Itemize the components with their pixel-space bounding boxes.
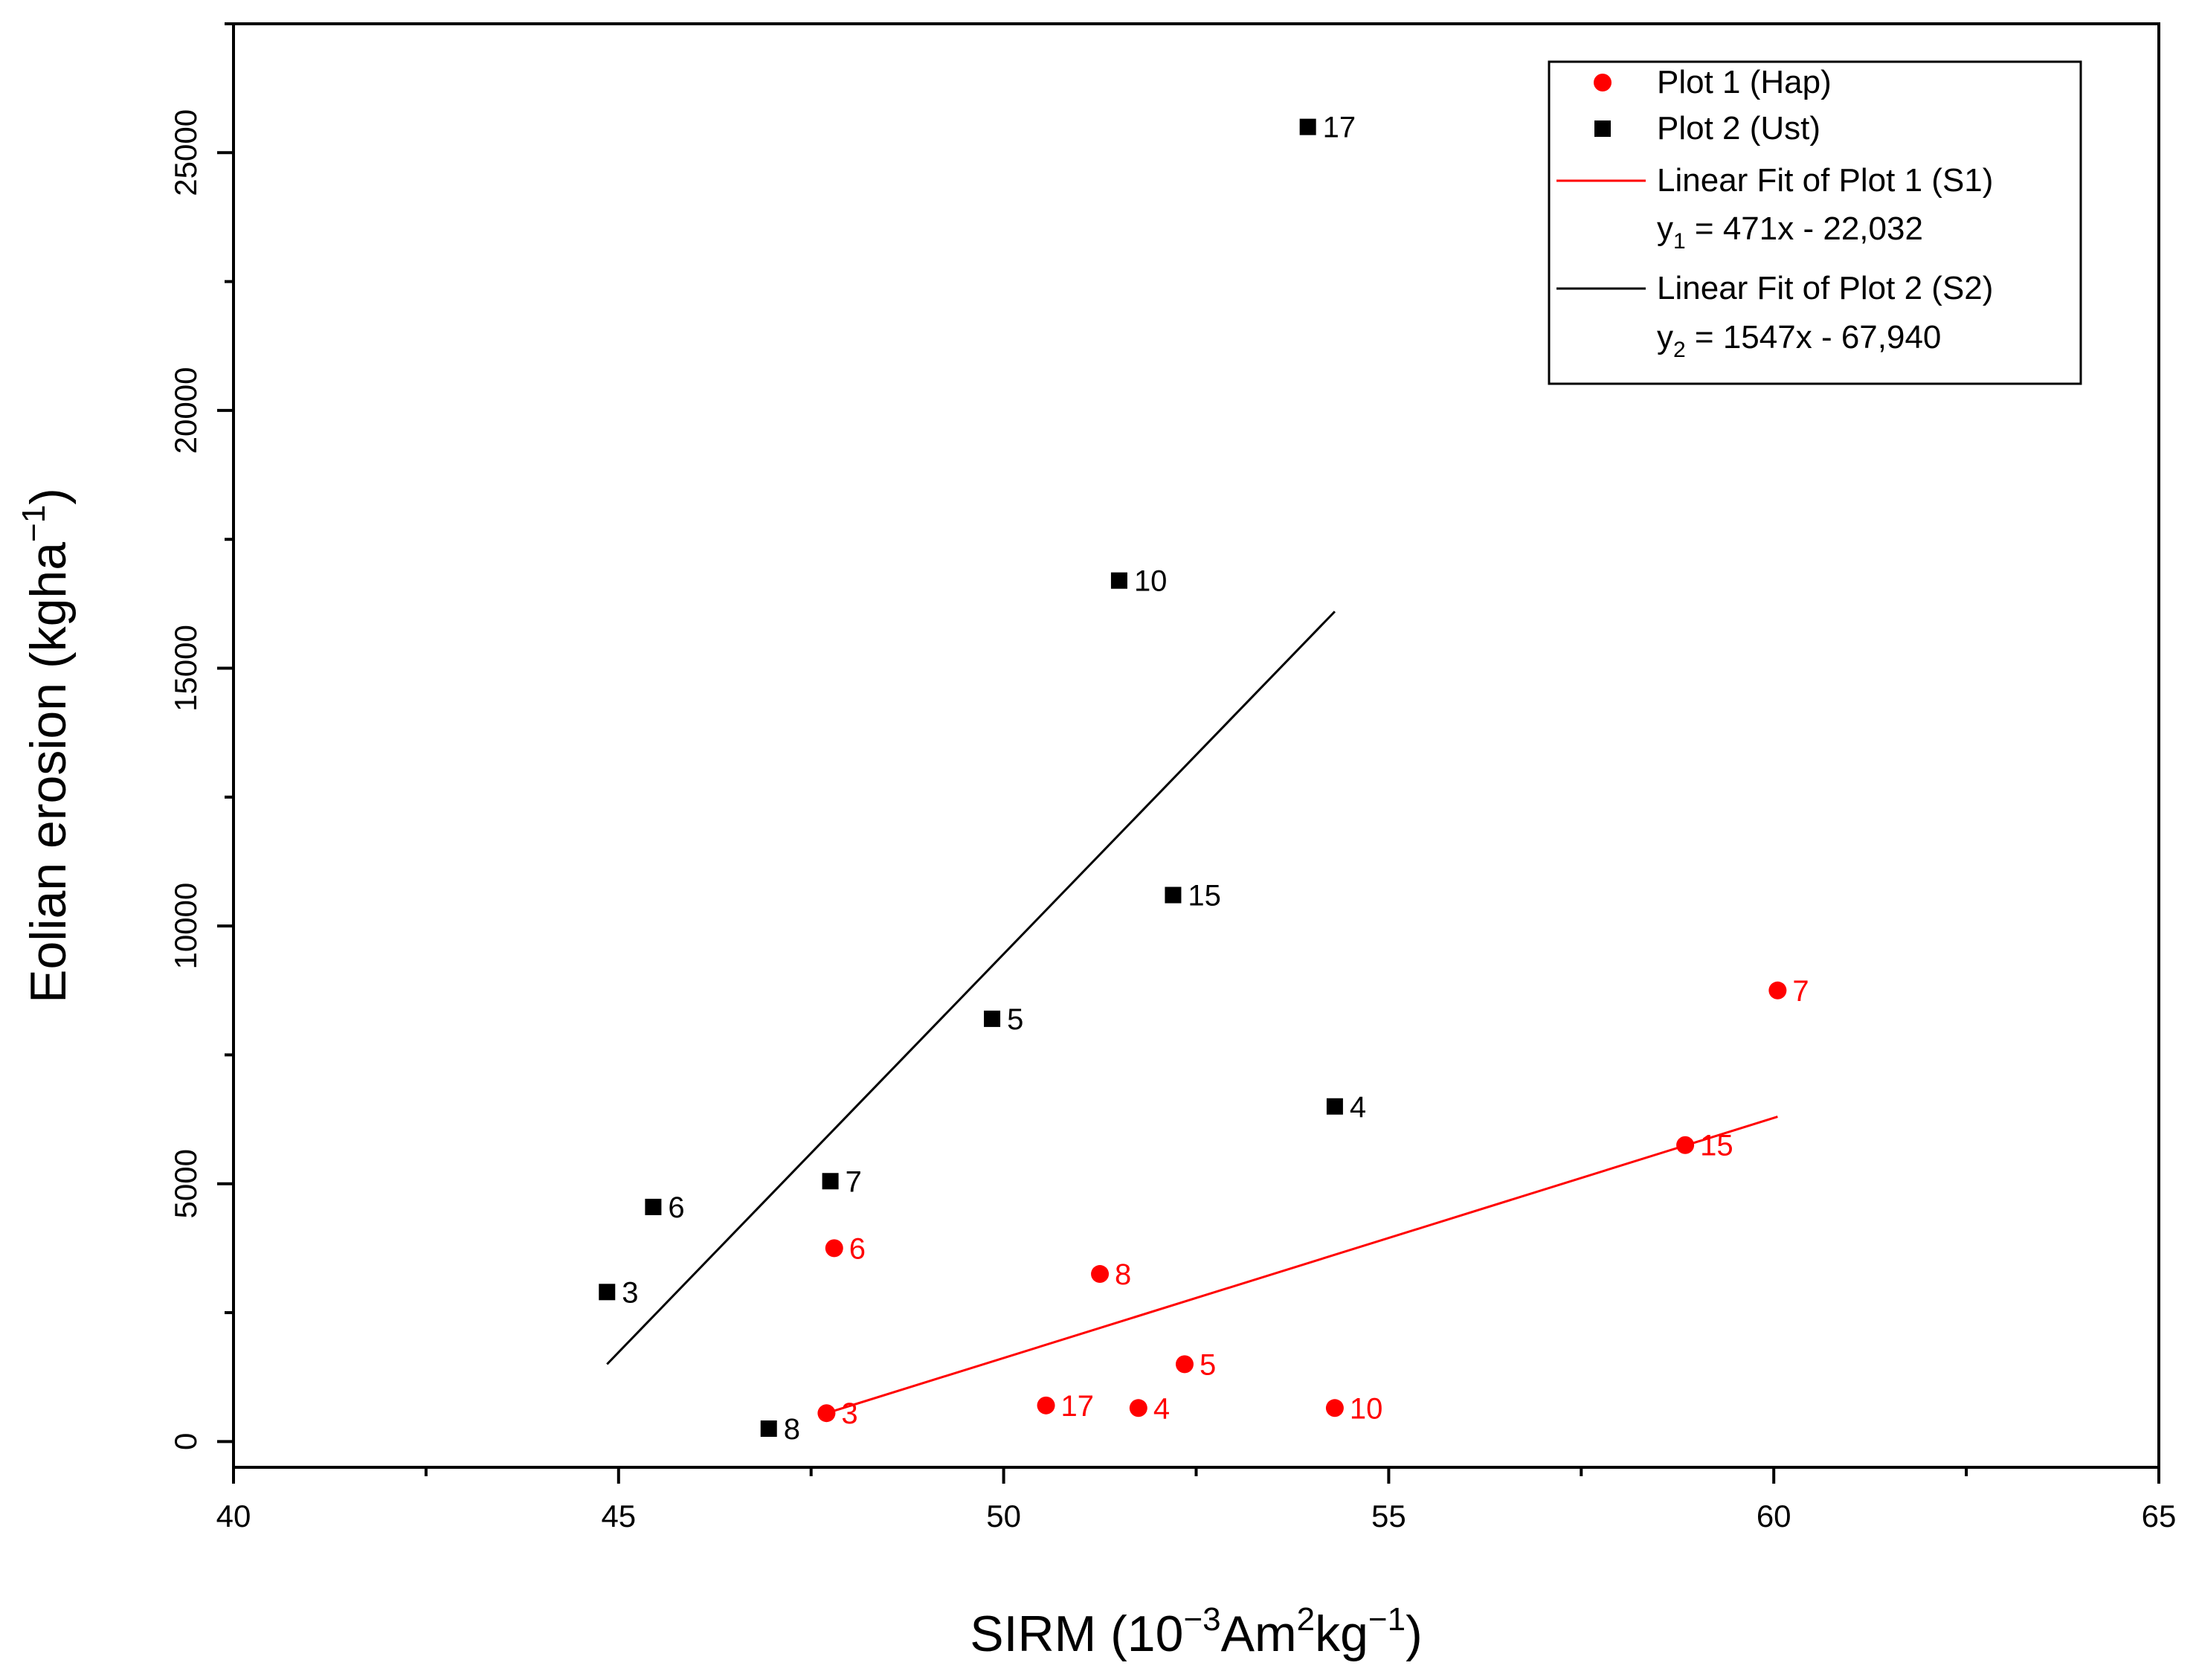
y-tick-label: 0 — [168, 1433, 203, 1450]
y-axis-ticks: 0 5000 10000 15000 20000 25000 — [168, 22, 234, 1450]
eq2-rest: = 1547x - 67,940 — [1686, 319, 1942, 355]
y-tick-label: 25000 — [168, 109, 203, 196]
x-title-sup1: −3 — [1183, 1601, 1220, 1638]
point-label: 3 — [841, 1397, 857, 1430]
point-plot2 — [1165, 886, 1182, 904]
point-plot2 — [1299, 118, 1316, 135]
y-tick-label: 5000 — [168, 1149, 203, 1218]
point-label: 7 — [1792, 975, 1809, 1008]
x-title-sup2: 2 — [1297, 1601, 1315, 1638]
point-plot1 — [1091, 1265, 1110, 1284]
point-plot2 — [599, 1284, 616, 1301]
x-tick-label: 55 — [1371, 1499, 1406, 1533]
y-title-suffix: ) — [20, 488, 77, 505]
point-label: 15 — [1188, 880, 1221, 913]
point-label: 5 — [1200, 1348, 1216, 1381]
x-tick-label: 50 — [986, 1499, 1021, 1533]
point-label: 7 — [846, 1165, 862, 1198]
y-title-prefix: Eolian erosion (kgha — [20, 542, 77, 1003]
x-title-sup3: −1 — [1368, 1601, 1406, 1638]
legend-label-plot1: Plot 1 (Hap) — [1657, 64, 1832, 100]
point-plot1 — [1129, 1399, 1147, 1417]
x-tick-label: 45 — [601, 1499, 636, 1533]
fit-line-2 — [606, 611, 1336, 1365]
eq2-sub: 2 — [1673, 338, 1686, 362]
point-plot2 — [1326, 1098, 1343, 1115]
point-plot2 — [760, 1420, 777, 1438]
eq2-var: y — [1657, 319, 1673, 355]
legend-marker-plot2 — [1594, 120, 1611, 137]
x-tick-label: 65 — [2142, 1499, 2177, 1533]
legend-box — [1548, 60, 2082, 385]
x-title-prefix: SIRM (10 — [970, 1606, 1183, 1662]
fit-lines — [606, 611, 1778, 1415]
point-label: 3 — [622, 1276, 638, 1309]
point-plot2 — [1110, 572, 1127, 589]
x-title-mid2: kg — [1315, 1606, 1368, 1662]
eq1-sub: 1 — [1673, 229, 1686, 254]
x-tick-label: 60 — [1757, 1499, 1791, 1533]
point-plot1 — [1175, 1355, 1194, 1374]
x-title-mid: Am — [1221, 1606, 1297, 1662]
point-label: 8 — [1115, 1258, 1131, 1291]
y-tick-label: 20000 — [168, 367, 203, 454]
legend-equation-fit2: y2 = 1547x - 67,940 — [1657, 319, 1941, 362]
point-plot2 — [822, 1173, 839, 1190]
point-label: 5 — [1007, 1003, 1023, 1036]
point-label: 4 — [1350, 1091, 1366, 1124]
point-plot2 — [984, 1010, 1001, 1027]
point-label: 17 — [1323, 112, 1356, 144]
point-plot1 — [1676, 1136, 1695, 1154]
point-plot1 — [1037, 1396, 1055, 1415]
point-plot1 — [1325, 1399, 1344, 1417]
legend: Plot 1 (Hap) Plot 2 (Ust) Linear Fit of … — [1548, 60, 2082, 385]
fit-line-1 — [825, 1116, 1778, 1415]
point-plot1 — [825, 1239, 843, 1258]
point-plot1 — [817, 1404, 836, 1423]
legend-label-plot2: Plot 2 (Ust) — [1657, 110, 1820, 147]
y-tick-label: 10000 — [168, 883, 203, 970]
point-label: 6 — [849, 1232, 866, 1265]
eq1-rest: = 471x - 22,032 — [1686, 210, 1923, 247]
legend-marker-plot1 — [1594, 74, 1612, 91]
point-label: 10 — [1134, 565, 1168, 598]
point-label: 6 — [668, 1191, 684, 1224]
legend-label-fit2: Linear Fit of Plot 2 (S2) — [1657, 270, 1993, 306]
y-axis-title: Eolian erosion (kgha−1) — [16, 488, 77, 1003]
data-points — [599, 118, 1787, 1438]
point-label: 10 — [1350, 1392, 1383, 1425]
x-axis-title: SIRM (10−3Am2kg−1) — [970, 1601, 1423, 1662]
point-label: 8 — [784, 1413, 800, 1446]
y-tick-label: 15000 — [168, 625, 203, 712]
eq1-var: y — [1657, 210, 1673, 247]
point-label: 17 — [1061, 1390, 1095, 1423]
x-title-suffix: ) — [1406, 1606, 1423, 1662]
x-tick-label: 40 — [216, 1499, 251, 1533]
point-label: 15 — [1700, 1130, 1733, 1162]
legend-label-fit1: Linear Fit of Plot 1 (S1) — [1657, 162, 1993, 199]
point-plot2 — [645, 1198, 662, 1215]
point-plot1 — [1768, 981, 1787, 1000]
point-label: 4 — [1153, 1392, 1170, 1425]
y-title-sup: −1 — [16, 505, 52, 542]
legend-equation-fit1: y1 = 471x - 22,032 — [1657, 210, 1923, 254]
x-axis-ticks: 40 45 50 55 60 65 — [216, 1467, 2177, 1533]
